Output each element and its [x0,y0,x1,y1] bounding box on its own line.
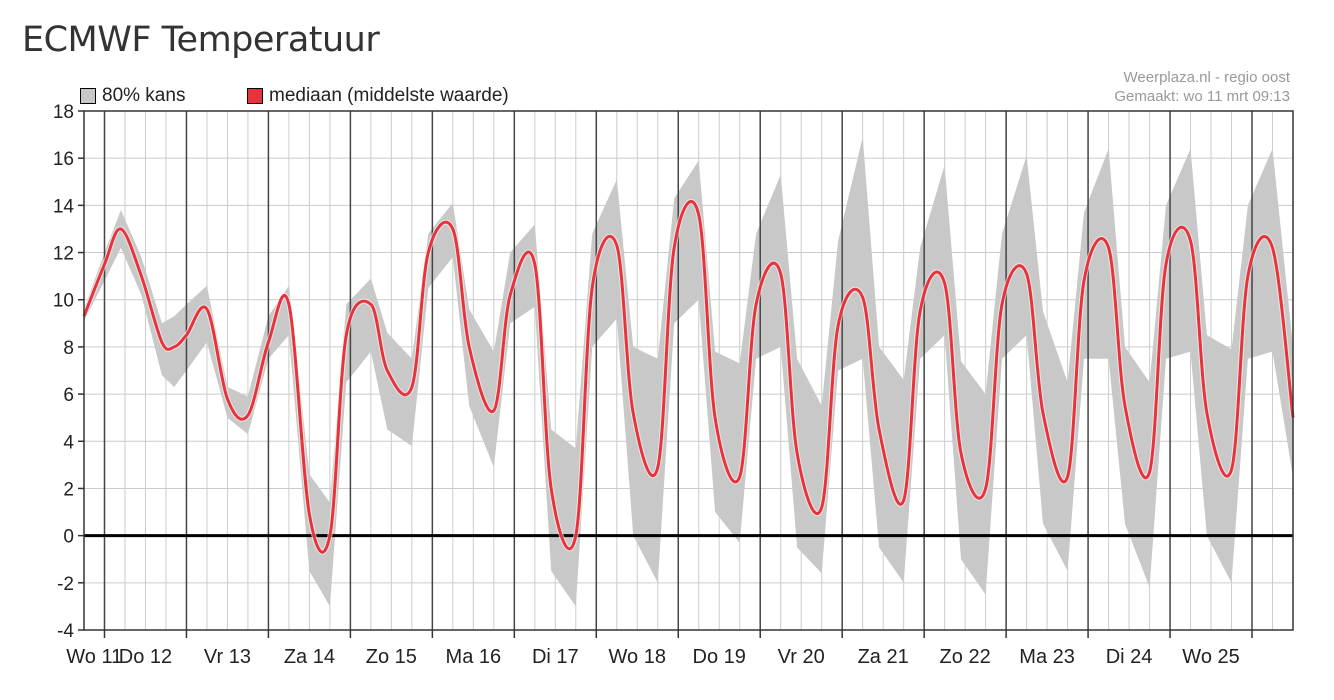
y-tick-label: 4 [63,432,74,453]
y-tick-label: 2 [63,479,74,500]
legend-item-band: 80% kans [80,85,185,107]
x-day-label: Za 21 [858,646,909,668]
x-day-label: Zo 15 [366,646,417,668]
median-swatch [247,88,263,104]
y-tick-label: -4 [57,621,74,642]
y-tick-label: 6 [63,385,74,406]
x-day-label: Wo 18 [609,646,666,668]
y-tick-label: 16 [53,149,74,170]
band-80-area [84,137,1293,607]
page-title: ECMWF Temperatuur [22,20,380,60]
x-day-label: Do 12 [119,646,172,668]
y-tick-label: 14 [53,196,75,217]
y-tick-label: 8 [63,338,74,359]
y-tick-label: 12 [53,244,74,265]
legend-label-band: 80% kans [102,85,186,106]
plot-frame [83,110,1294,631]
x-day-label: Wo 25 [1182,646,1239,668]
x-day-label: Ma 23 [1019,646,1075,668]
credit-source: Weerplaza.nl - regio oost [1123,69,1290,86]
legend-item-median: mediaan (middelste waarde) [247,85,509,107]
y-tick-label: 10 [53,291,74,312]
x-day-label: Di 24 [1106,646,1153,668]
x-day-label: Vr 13 [204,646,251,668]
y-tick-label: -2 [57,574,74,595]
x-day-label: Di 17 [532,646,579,668]
x-day-label: Vr 20 [778,646,825,668]
x-day-label: Do 19 [693,646,746,668]
x-day-label: Za 14 [284,646,335,668]
band-swatch [80,88,96,104]
median-line [82,200,1295,554]
y-tick-label: 0 [63,527,74,548]
x-day-label: Ma 16 [446,646,502,668]
legend-label-median: mediaan (middelste waarde) [269,85,509,106]
y-tick-label: 18 [53,102,74,123]
x-day-label: Wo 11 [66,646,122,668]
x-day-label: Zo 22 [940,646,991,668]
credit-timestamp: Gemaakt: wo 11 mrt 09:13 [1114,88,1290,105]
